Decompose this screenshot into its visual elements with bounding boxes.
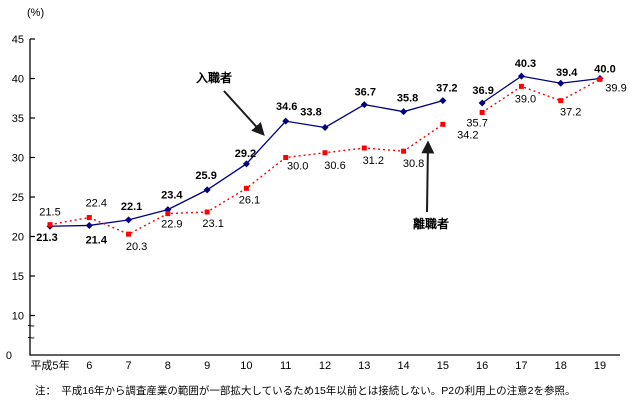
data-point-label: 23.1	[202, 218, 223, 230]
data-point-label: 39.9	[605, 82, 626, 94]
data-point-marker	[400, 108, 408, 116]
axis-break-symbol: ~	[27, 330, 35, 345]
data-point-label: 21.5	[39, 207, 60, 219]
data-point-label: 22.4	[86, 198, 107, 210]
data-point-label: 20.3	[126, 241, 147, 253]
data-point-label: 33.8	[300, 106, 321, 118]
data-point-label: 30.6	[324, 160, 345, 172]
x-tick-label: 13	[358, 360, 370, 372]
x-tick-label: 16	[476, 360, 488, 372]
y-origin-label: 0	[6, 350, 12, 362]
data-point-marker	[126, 231, 132, 237]
x-tick-label: 8	[165, 360, 171, 372]
data-point-marker	[322, 150, 328, 156]
data-point-label: 25.9	[195, 170, 216, 182]
x-tick-label: 15	[437, 360, 449, 372]
annotation-label: 離職者	[413, 216, 449, 231]
data-point-label: 35.8	[397, 93, 418, 105]
data-point-marker	[439, 97, 447, 105]
data-point-label: 39.0	[515, 93, 536, 105]
data-point-label: 21.3	[36, 232, 57, 244]
data-point-marker	[361, 145, 367, 151]
series-line	[49, 123, 444, 235]
y-tick-label: 45	[12, 34, 24, 46]
data-point-marker	[203, 186, 211, 194]
series-入職者: 21.3 21.4 22.1 23.4 25.9 29.2 34.6 33.8 36.7 35.8…	[36, 58, 615, 246]
data-point-marker	[440, 121, 446, 127]
annotation-入職者: 入職者	[196, 70, 265, 136]
data-point-marker	[47, 222, 53, 228]
annotation-label: 入職者	[196, 70, 232, 85]
annotation-arrow	[421, 140, 435, 213]
data-point-marker	[478, 99, 486, 107]
x-tick-label: 平成5年	[30, 358, 69, 372]
x-tick-label: 9	[204, 360, 210, 372]
axis-break-symbol: ~	[27, 318, 35, 333]
data-point-marker	[401, 148, 407, 154]
data-point-marker	[242, 160, 250, 168]
data-point-label: 34.6	[276, 101, 297, 113]
data-point-label: 37.2	[436, 83, 457, 95]
data-point-marker	[479, 109, 485, 115]
data-point-label: 30.8	[403, 158, 424, 170]
y-tick-label: 10	[12, 311, 24, 323]
x-tick-label: 19	[594, 360, 606, 372]
data-point-label: 30.0	[287, 161, 308, 173]
y-tick-label: 40	[12, 74, 24, 86]
axes: 45 40 35 30 25 20 15 10 0 ~~ 平成5年 6 7 8 9 10 11 12 13 14 15 1…	[6, 34, 620, 372]
x-tick-label: 17	[515, 360, 527, 372]
data-point-marker	[360, 101, 368, 109]
data-point-marker	[558, 98, 564, 104]
x-tick-label: 10	[240, 360, 252, 372]
data-point-label: 29.2	[235, 148, 256, 160]
data-point-marker	[282, 117, 290, 125]
x-tick-label: 6	[86, 360, 92, 372]
x-tick-label: 11	[280, 360, 291, 372]
y-tick-label: 35	[12, 113, 24, 125]
data-point-marker	[204, 209, 210, 215]
footnote: 注： 平成16年から調査産業の範囲が一部拡大しているため15年以前とは接続しない…	[35, 385, 576, 397]
annotation-arrow	[223, 90, 265, 136]
data-point-label: 34.2	[457, 129, 478, 141]
data-point-label: 21.4	[86, 234, 108, 246]
data-point-marker	[517, 72, 525, 80]
data-point-marker	[85, 221, 93, 229]
data-point-label: 22.9	[161, 219, 182, 231]
data-point-marker	[125, 216, 133, 224]
data-point-marker	[518, 83, 524, 89]
x-tick-label: 18	[555, 360, 567, 372]
data-point-label: 40.3	[515, 58, 536, 70]
data-point-label: 37.2	[560, 107, 581, 119]
data-point-label: 22.1	[121, 201, 142, 213]
series-離職者: 21.5 22.4 20.3 22.9 23.1 26.1 30.0 30.6 31.2 30.8…	[39, 76, 627, 253]
x-tick-label: 12	[319, 360, 331, 372]
y-tick-label: 30	[12, 153, 24, 165]
x-tick-label: 7	[126, 360, 132, 372]
data-point-marker	[597, 76, 603, 82]
series-line	[481, 78, 601, 114]
data-point-marker	[283, 155, 289, 160]
data-point-label: 23.4	[161, 190, 183, 202]
x-tick-label: 14	[397, 360, 409, 372]
data-point-marker	[321, 123, 329, 131]
y-tick-label: 25	[12, 192, 24, 204]
data-point-marker	[165, 211, 171, 217]
data-point-label: 36.7	[355, 87, 376, 99]
y-tick-label: 20	[12, 232, 24, 244]
data-point-label: 26.1	[239, 194, 260, 206]
data-point-marker	[557, 79, 565, 87]
data-point-label: 36.9	[472, 85, 493, 97]
data-point-label: 40.0	[594, 64, 615, 76]
y-tick-label: 15	[12, 271, 24, 283]
data-point-marker	[243, 185, 249, 191]
y-axis-unit-label: (%)	[27, 7, 45, 19]
data-point-marker	[86, 215, 92, 221]
annotation-離職者: 離職者	[413, 140, 449, 231]
data-point-label: 39.4	[556, 67, 578, 79]
series-line	[481, 75, 601, 104]
data-point-label: 31.2	[363, 155, 384, 167]
data-point-label: 35.7	[466, 117, 487, 129]
